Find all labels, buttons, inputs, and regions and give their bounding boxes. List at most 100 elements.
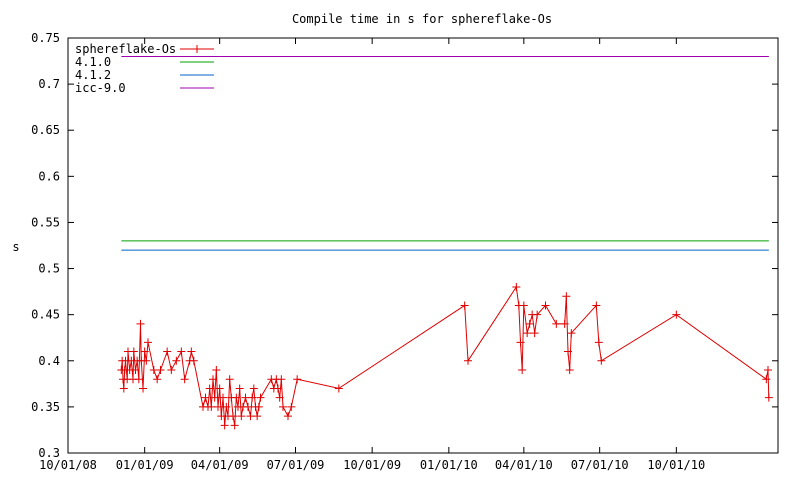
plot-area: 0.3 0.35 0.4 0.45 0.5 0.55 0.6 0.65 0.7 0.75 10/01… [31, 31, 779, 472]
y-tick-label: 0.3 [38, 446, 60, 460]
y-tick-label: 0.45 [31, 308, 60, 322]
x-tick-label: 07/01/10 [571, 458, 629, 472]
data-point [232, 393, 241, 402]
data-point [235, 384, 244, 393]
data-point [464, 356, 472, 365]
data-point [764, 393, 773, 402]
data-point [248, 393, 257, 402]
data-point [222, 402, 231, 411]
data-point [460, 301, 469, 310]
data-point [565, 366, 574, 374]
x-tick-label: 01/01/10 [420, 458, 478, 472]
data-point [225, 375, 234, 384]
legend-label: icc-9.0 [75, 81, 126, 95]
data-point [210, 393, 219, 402]
y-tick-label: 0.7 [38, 77, 60, 91]
data-point [541, 301, 550, 310]
data-point [140, 347, 149, 356]
data-point [131, 366, 140, 374]
data-point [244, 402, 252, 411]
data-point [564, 347, 572, 356]
data-point [217, 412, 226, 421]
data-point [209, 375, 217, 384]
data-point [567, 329, 576, 338]
data-point [256, 393, 265, 402]
legend-label: 4.1.0 [75, 55, 111, 69]
data-point [562, 292, 571, 301]
data-point [560, 319, 569, 328]
data-point [552, 319, 561, 328]
x-tick-label: 10/01/10 [647, 458, 705, 472]
data-point [220, 421, 229, 430]
data-point [523, 329, 532, 338]
data-point [129, 347, 138, 356]
data-point [518, 366, 527, 374]
data-point [229, 412, 237, 421]
data-point [177, 347, 186, 356]
data-point [672, 310, 681, 319]
data-point [214, 402, 222, 411]
data-point [287, 402, 296, 411]
data-point [201, 393, 210, 402]
data-point [764, 366, 772, 374]
data-point [284, 412, 292, 421]
y-tick-label: 0.55 [31, 215, 60, 229]
data-point [205, 384, 214, 393]
data-point [277, 375, 286, 384]
y-tick-label: 0.65 [31, 123, 60, 137]
data-point [249, 384, 258, 393]
data-point [215, 384, 224, 393]
y-axis-label: s [12, 240, 19, 254]
data-point [533, 310, 542, 319]
data-point [212, 366, 221, 374]
chart-title: Compile time in s for sphereflake-Os [292, 12, 552, 26]
data-point [279, 402, 287, 411]
data-point [189, 356, 198, 365]
data-point [525, 319, 534, 328]
data-point [597, 356, 606, 365]
data-point [594, 338, 603, 347]
data-point [153, 375, 162, 384]
data-point [144, 338, 152, 347]
data-point [519, 301, 528, 310]
data-point [219, 393, 227, 402]
x-tick-label: 07/01/09 [267, 458, 325, 472]
data-point [512, 283, 521, 291]
legend-marker [193, 45, 201, 53]
data-point [156, 366, 165, 374]
data-point [187, 347, 196, 356]
data-point [163, 347, 172, 356]
y-tick-label: 0.75 [31, 31, 60, 45]
data-point [230, 421, 239, 430]
data-point [172, 356, 181, 365]
data-point [762, 375, 771, 384]
x-tick-label: 01/01/09 [116, 458, 174, 472]
x-tick-label: 04/01/10 [495, 458, 553, 472]
data-point [167, 366, 176, 374]
data-point [136, 319, 145, 328]
data-point [119, 384, 128, 393]
data-point [254, 402, 263, 411]
data-point [139, 384, 147, 393]
y-tick-label: 0.6 [38, 169, 60, 183]
data-point [293, 375, 302, 384]
legend-label: 4.1.2 [75, 68, 111, 82]
data-point [334, 384, 343, 393]
data-point [134, 375, 143, 384]
y-tick-label: 0.5 [38, 262, 60, 276]
data-point [275, 393, 284, 402]
data-point [142, 356, 151, 365]
x-tick-label: 10/01/08 [39, 458, 97, 472]
data-point [516, 338, 525, 347]
legend-label: sphereflake-Os [75, 42, 176, 56]
x-tick-label: 10/01/09 [343, 458, 401, 472]
y-tick-label: 0.4 [38, 354, 60, 368]
data-point [253, 412, 262, 421]
y-tick-label: 0.35 [31, 400, 60, 414]
data-point [274, 384, 282, 393]
data-point [592, 301, 601, 310]
plot-frame [67, 37, 779, 454]
data-point [237, 412, 246, 421]
x-tick-label: 04/01/09 [191, 458, 249, 472]
